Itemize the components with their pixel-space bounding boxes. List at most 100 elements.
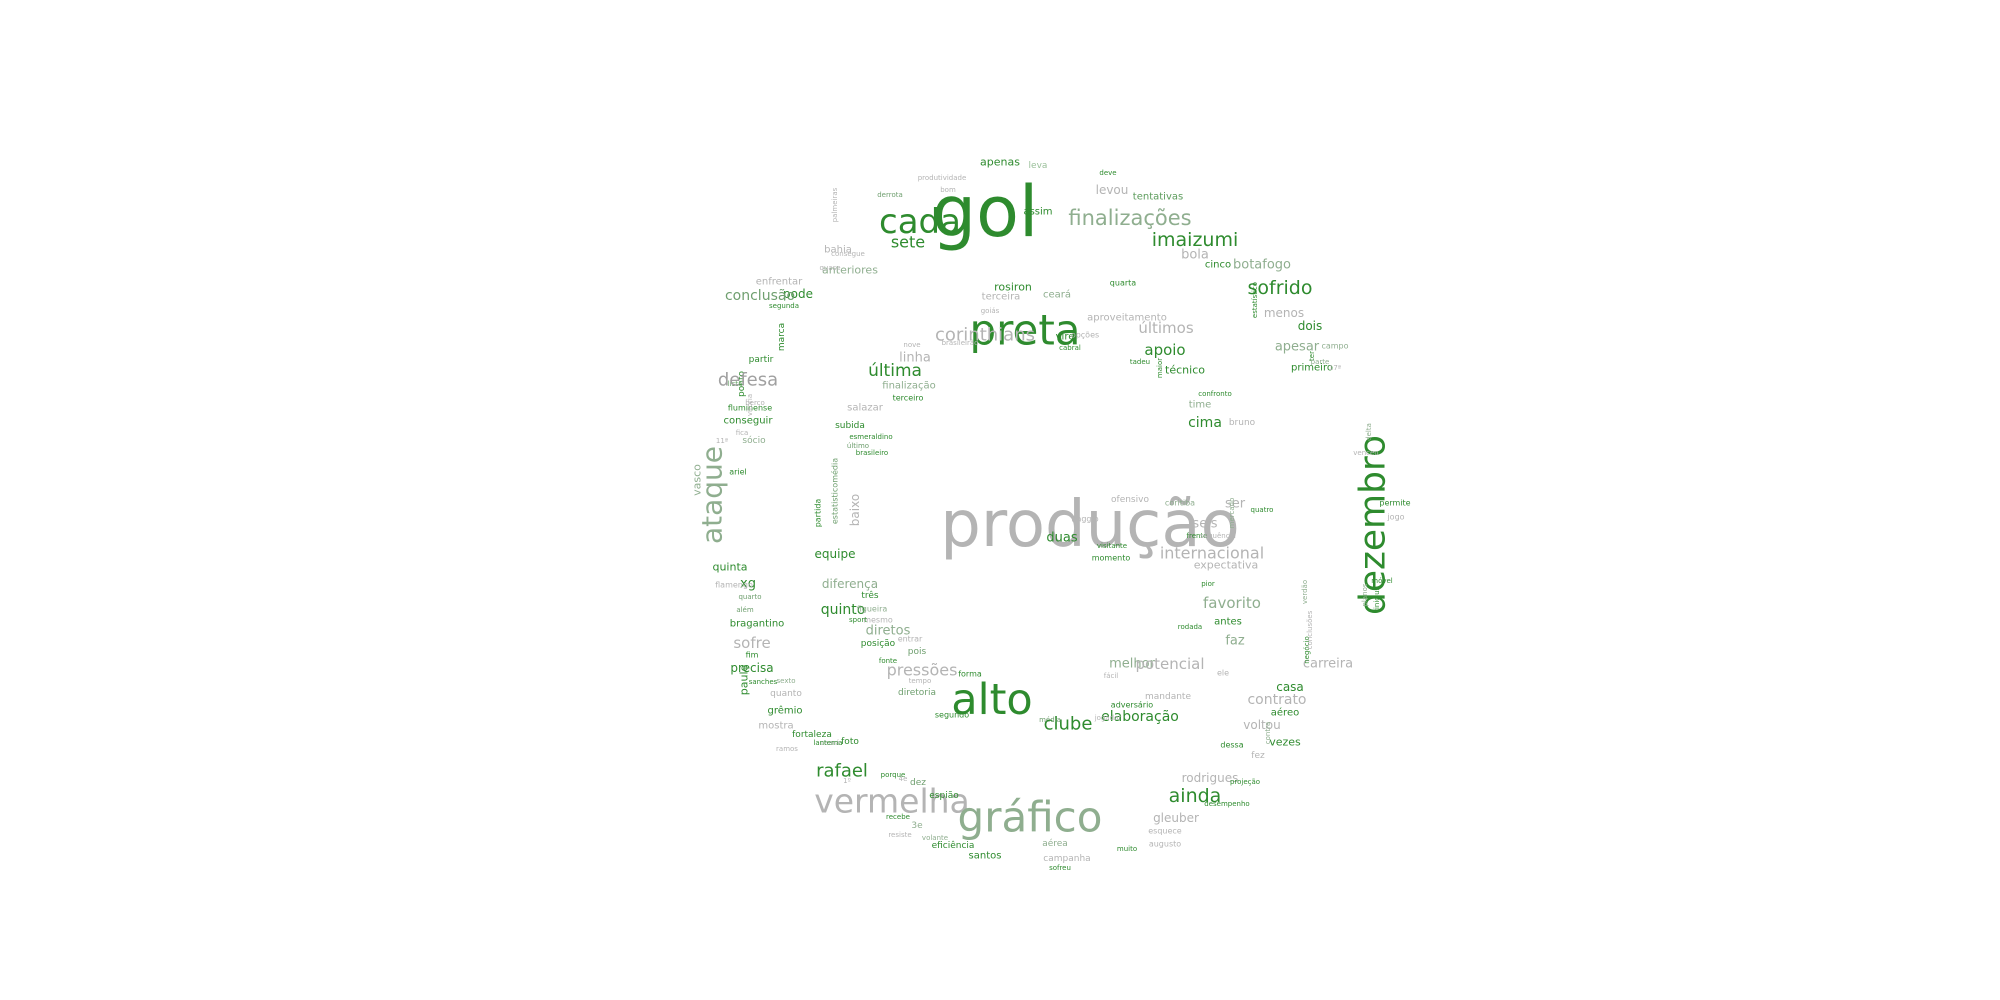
word-cloud-word: assim [1023,207,1052,218]
word-cloud-word: vinicius [1373,586,1381,613]
word-cloud-word: porque [881,771,906,779]
word-cloud-word: quatro [1251,506,1274,514]
word-cloud-word: brasileiro [856,449,888,457]
word-cloud-word: antes [1214,617,1242,628]
word-cloud-word: cima [1188,415,1222,431]
word-cloud-word: diretos [866,624,911,639]
word-cloud-word: opções [1071,331,1099,340]
word-cloud-word: fácil [1104,672,1119,680]
word-cloud-word: palmeiras [831,187,839,222]
word-cloud-word: rosiron [994,281,1032,294]
word-cloud-word: botafogo [1233,258,1291,273]
word-cloud-word: pois [908,647,927,657]
word-cloud-word: augusto [1149,840,1181,849]
word-cloud-word: móvel [1371,577,1393,585]
word-cloud-word: anteriores [822,264,878,277]
word-cloud-word: planos [1361,583,1369,606]
word-cloud-word: melhor [1109,657,1155,672]
word-cloud-word: terceiro [893,394,924,403]
word-cloud-word: além [736,606,754,614]
word-cloud-word: mostra [758,721,793,732]
word-cloud-word: posição [861,639,896,649]
word-cloud-word: tadeu [1130,358,1150,366]
word-cloud-word: derrota [877,191,903,199]
word-cloud-word: elaboração [1101,709,1179,725]
word-cloud-word: santos [969,851,1002,862]
word-cloud-word: sofre [733,634,770,652]
word-cloud-word: sequência [1200,532,1236,540]
word-cloud-word: internacional [1160,544,1264,563]
word-cloud-word: lanterna [813,739,842,747]
word-cloud-word: última [868,361,922,381]
word-cloud-word: sport [849,616,867,624]
word-cloud-word: rodada [1178,623,1202,631]
word-cloud-word: dezembro [1353,435,1394,615]
word-cloud-word: volante [922,834,948,842]
word-cloud-word: coritiba [1165,499,1195,508]
word-cloud-word: três [861,590,879,601]
word-cloud-word: contrato [1247,692,1306,708]
word-cloud-word: estatisticomédia [830,458,840,524]
word-cloud-word: maior [1156,358,1164,378]
word-cloud-word: dez [910,778,926,788]
word-cloud-word: sofrido [1248,277,1313,299]
word-cloud-word: gráfico [958,793,1103,842]
word-cloud-word: grêmio [767,705,802,717]
word-cloud-word: sete [891,233,925,252]
word-cloud-word: conclusões [1306,610,1314,649]
word-cloud-word: 17ª [1329,364,1341,372]
word-cloud-word: ataque [696,446,729,544]
word-cloud-word: carreira [1303,657,1353,672]
word-cloud-word: goiás [981,307,1000,315]
word-cloud-word: adversário [1111,701,1154,710]
word-cloud-word: pode [783,287,813,301]
word-cloud-word: segundo [935,711,969,720]
word-cloud-word: ainda [1169,785,1222,807]
word-cloud-word: entrar [898,635,923,644]
word-cloud-word: 3e [911,821,923,831]
word-cloud-word: figueira [857,605,888,614]
word-cloud-word: quase [819,264,840,272]
word-cloud-word: vire [1056,332,1075,343]
word-cloud-word: partir [749,355,774,365]
word-cloud-word: diferença [822,577,878,591]
word-cloud-word: frente [1187,532,1208,540]
word-cloud-word: vitória [746,394,754,416]
word-cloud-word: cada [879,202,961,242]
word-cloud-word: levou [1096,183,1129,197]
word-cloud-word: rafael [816,761,868,782]
word-cloud-word: finalização [882,381,935,392]
word-cloud-word: eficiência [932,840,975,851]
word-cloud-word: vezes [1269,736,1301,749]
word-cloud-word: bom [940,186,956,194]
word-cloud-word: muito [1117,845,1137,853]
word-cloud-word: 1º [843,777,851,785]
word-cloud-word: bragantino [730,619,785,630]
word-cloud-word: mandante [1145,692,1191,702]
word-cloud-word: salazar [847,403,884,414]
word-cloud-word: apesar [1275,340,1320,355]
word-cloud-word: baixo [848,494,862,526]
word-cloud-word: consegue [831,250,865,258]
word-cloud-word: bruno [1229,418,1256,428]
word-cloud-word: enfrentar [756,277,803,288]
word-cloud-word: 4e [899,775,908,783]
word-cloud-word: fluminense [728,404,772,413]
word-cloud-word: partida [814,499,823,528]
word-cloud-word: técnico [1165,364,1205,377]
word-cloud-word: bola [1181,248,1209,263]
word-cloud-word: ter [1308,351,1316,361]
word-cloud-word: fortaleza [792,730,832,740]
word-cloud-word: quinto [821,602,866,618]
word-cloud-word: berço [745,399,765,407]
word-cloud-word: gleuber [1153,811,1199,825]
word-cloud-word: forma [958,670,982,679]
word-cloud-word: flamengo [715,581,753,590]
word-cloud-word: baggio [1071,515,1098,524]
word-cloud-word: ponto [737,371,747,397]
word-cloud-word: pressões [887,661,958,680]
word-cloud-word: favorito [1203,594,1261,612]
word-cloud-word: desempenho [1204,800,1249,808]
word-cloud-word: marca [777,323,787,351]
word-cloud-word: potencial [1135,655,1204,673]
